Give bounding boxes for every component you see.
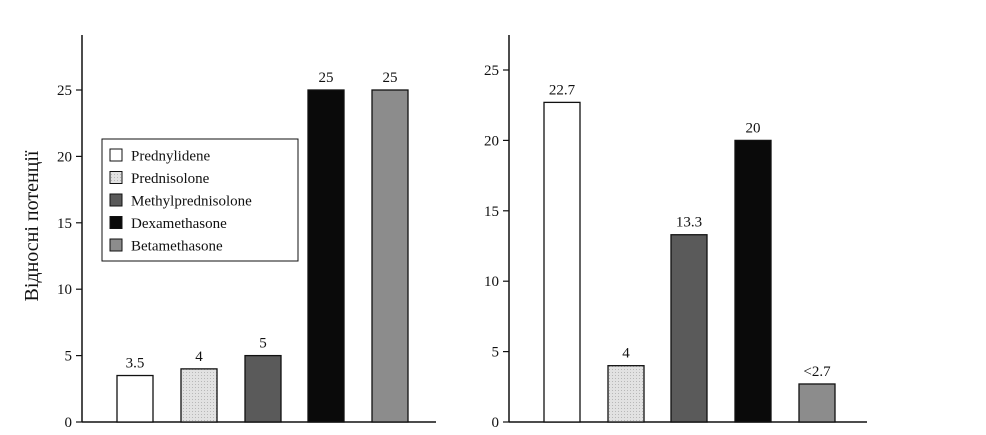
legend-swatch [109, 148, 123, 162]
right-bar-chart: 0 5 10 15 20 25 22.7 4 13.3 20 <2.7 [484, 35, 867, 431]
right-bar-dexamethasone [734, 139, 772, 423]
right-y-tick-label: 5 [492, 345, 500, 361]
legend-swatch [109, 238, 123, 252]
left-data-label: 25 [319, 70, 334, 86]
left-bar-methylprednisolone [244, 354, 282, 423]
left-data-label: 4 [195, 349, 203, 365]
legend-entry: Dexamethasone [131, 216, 227, 232]
right-bar-betamethasone [798, 383, 836, 423]
legend-swatch [109, 171, 123, 184]
left-bar-betamethasone [371, 89, 409, 423]
left-data-label: 3.5 [126, 356, 145, 372]
legend-box [101, 138, 299, 262]
legend: Prednylidene Prednisolone Methylprednisolo… [101, 138, 299, 262]
right-data-label: 4 [622, 346, 630, 362]
legend-swatch [109, 216, 123, 229]
right-y-tick-label: 15 [484, 204, 499, 220]
left-bar-dexamethasone [307, 89, 345, 423]
left-y-tick-label: 25 [57, 83, 72, 99]
y-axis-title: Відносні потенції [21, 150, 43, 301]
right-data-label: 22.7 [549, 82, 576, 98]
legend-swatch [109, 193, 123, 207]
right-data-label: <2.7 [803, 364, 831, 380]
right-y-tick-label: 0 [492, 415, 500, 431]
right-y-tick-label: 20 [484, 133, 499, 149]
right-data-label: 20 [746, 120, 761, 136]
legend-entry: Methylprednisolone [131, 194, 252, 210]
right-y-tick-label: 10 [484, 274, 499, 290]
left-data-label: 5 [259, 336, 267, 352]
left-bar-prednisolone [180, 368, 218, 423]
left-bar-prednylidene [116, 374, 154, 423]
right-bar-methylprednisolone [670, 234, 708, 423]
right-bar-prednylidene [543, 101, 581, 423]
legend-entry: Betamethasone [131, 239, 223, 255]
left-y-tick-label: 0 [65, 415, 73, 431]
left-bar-chart: 0 5 10 15 20 25 3.5 4 5 25 25 Відносні потенції P… [21, 35, 436, 431]
right-bar-prednisolone [607, 365, 645, 423]
left-y-tick-label: 5 [65, 349, 73, 365]
left-y-tick-label: 15 [57, 216, 72, 232]
right-data-label: 13.3 [676, 215, 702, 231]
legend-entry: Prednylidene [131, 149, 210, 165]
legend-entry: Prednisolone [131, 171, 210, 187]
left-data-label: 25 [383, 70, 398, 86]
left-y-tick-label: 10 [57, 282, 72, 298]
left-y-tick-label: 20 [57, 149, 72, 165]
right-y-tick-label: 25 [484, 63, 499, 79]
